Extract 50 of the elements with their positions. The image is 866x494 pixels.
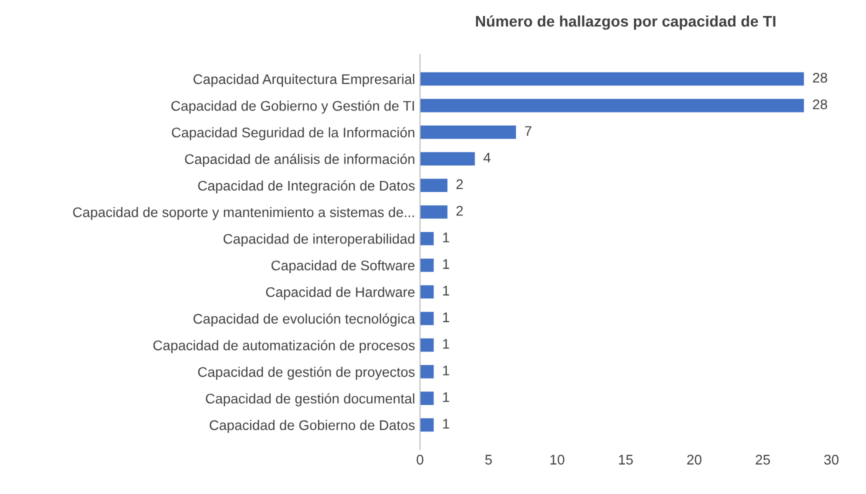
- bar: [420, 72, 804, 86]
- data-label: 1: [443, 286, 450, 296]
- x-tick-label: 25: [756, 454, 770, 465]
- y-tick-label: Capacidad Arquitectura Empresarial: [194, 74, 414, 87]
- x-tick-label: 0: [416, 454, 424, 465]
- x-tick-label: 10: [550, 454, 564, 465]
- bar: [420, 126, 516, 139]
- x-tick-label: 15: [619, 454, 633, 465]
- y-tick-label: Capacidad de Integración de Datos: [198, 180, 415, 194]
- data-label: 1: [443, 392, 450, 402]
- y-tick-label: Capacidad de Hardware: [266, 286, 415, 300]
- bar: [420, 338, 434, 352]
- bar: [420, 98, 804, 112]
- x-tick-label: 20: [687, 454, 702, 465]
- y-tick-label: Capacidad de automatización de procesos: [153, 340, 415, 354]
- bar: [420, 312, 434, 326]
- bar: [420, 365, 434, 378]
- bar: [420, 152, 475, 166]
- data-label: 2: [456, 206, 463, 216]
- y-tick-label: Capacidad de Software: [271, 260, 415, 274]
- data-label: 28: [812, 72, 828, 83]
- y-tick-label: Capacidad de evolución tecnológica: [193, 313, 416, 326]
- y-tick-label: Capacidad de Gobierno de Datos: [210, 420, 415, 433]
- bar: [420, 392, 434, 405]
- data-label: 1: [443, 366, 450, 376]
- data-label: 28: [812, 99, 828, 110]
- x-tick-label: 5: [485, 454, 492, 465]
- bar: [420, 258, 434, 272]
- y-tick-label: Capacidad de gestión de proyectos: [198, 366, 415, 380]
- y-tick-label: Capacidad de soporte y mantenimiento a sistemas de...: [73, 206, 414, 220]
- data-label: 1: [443, 259, 450, 269]
- chart-title: Número de hallazgos por capacidad de TI: [476, 15, 776, 30]
- data-label: 1: [443, 312, 450, 322]
- data-label: 2: [456, 179, 463, 189]
- bar: [420, 232, 434, 246]
- y-tick-label: Capacidad de análisis de información: [185, 154, 414, 167]
- y-tick-label: Capacidad de Gobierno y Gestión de TI: [171, 100, 414, 114]
- data-label: 1: [443, 232, 450, 242]
- y-tick-label: Capacidad de interoperabilidad: [224, 234, 414, 247]
- bar: [420, 178, 448, 192]
- x-tick-label: 30: [824, 454, 839, 465]
- bar: [420, 285, 434, 299]
- data-label: 1: [443, 418, 450, 429]
- bar: [420, 205, 448, 219]
- data-label: 1: [443, 339, 450, 349]
- y-tick-label: Capacidad Seguridad de la Información: [172, 127, 414, 140]
- data-label: 4: [484, 152, 491, 162]
- y-tick-label: Capacidad de gestión documental: [206, 393, 414, 406]
- bar: [420, 418, 434, 432]
- data-label: 7: [525, 126, 532, 136]
